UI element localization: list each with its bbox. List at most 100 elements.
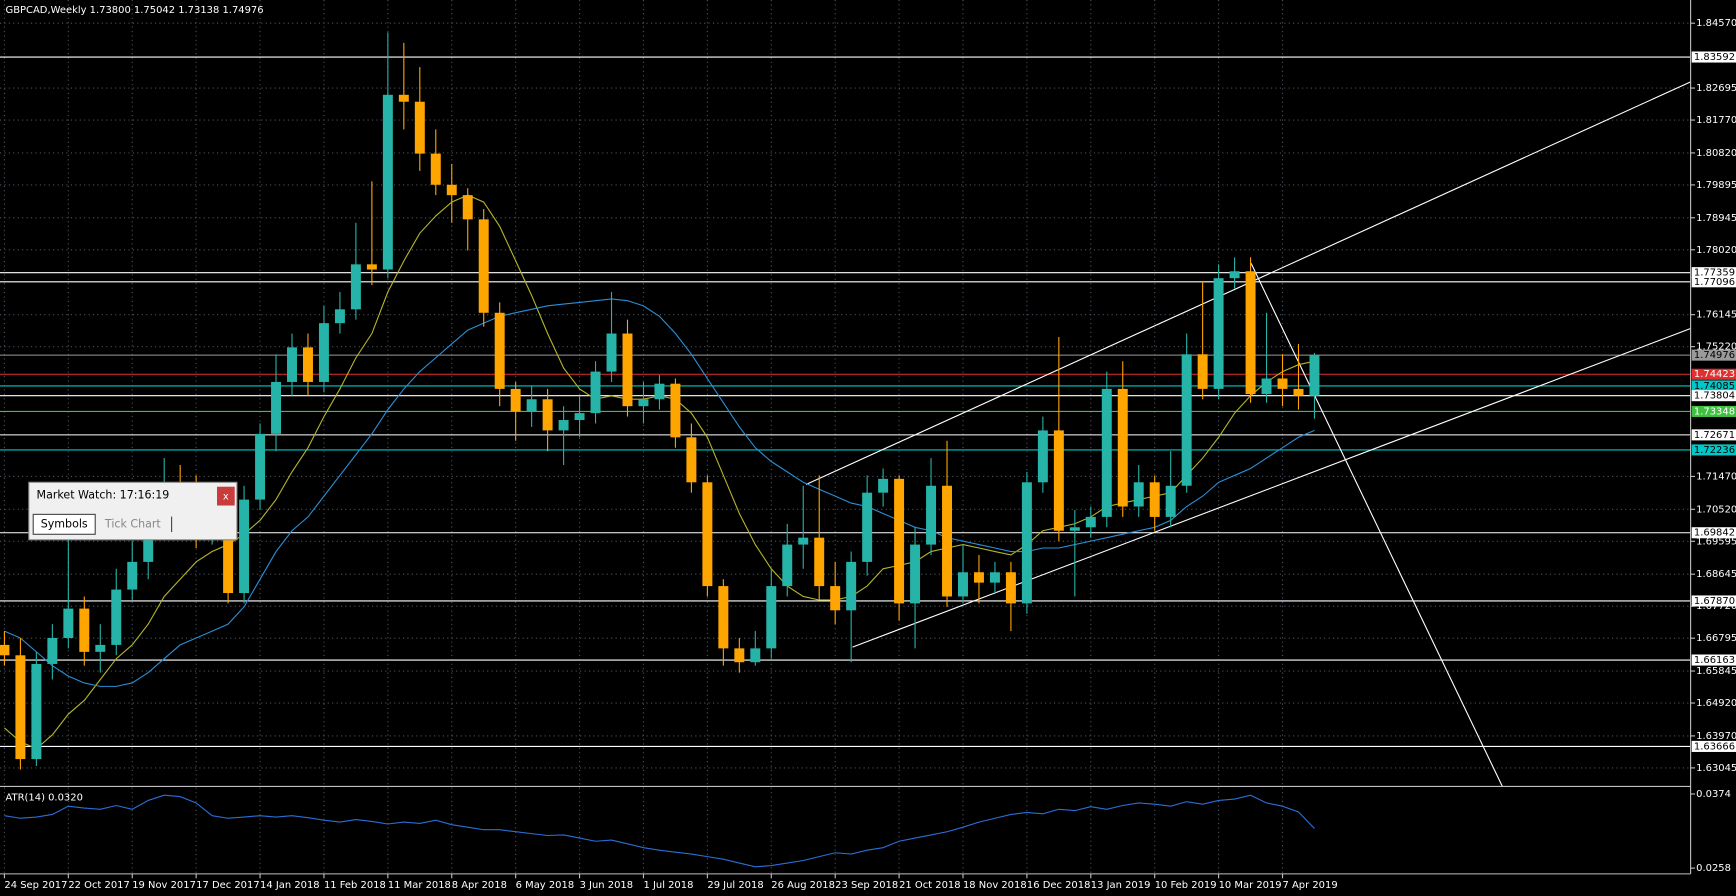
x-tick-label: 11 Feb 2018 <box>324 880 386 891</box>
candle-body <box>574 413 585 421</box>
level-label: 1.74423 <box>1694 369 1735 380</box>
tab-label[interactable]: Symbols <box>41 517 88 530</box>
candle-body <box>558 420 569 431</box>
y-tick-label: 1.63045 <box>1696 763 1736 774</box>
market-watch-title: Market Watch: 17:16:19 <box>37 489 170 502</box>
x-tick-label: 23 Sep 2018 <box>835 880 898 891</box>
y-tick-label: 1.84570 <box>1696 18 1736 29</box>
y-tick-label: 1.75220 <box>1696 342 1736 353</box>
candle-body <box>287 347 297 382</box>
candle-body <box>127 561 138 590</box>
candle-body <box>766 586 777 649</box>
candle-body <box>1245 271 1256 395</box>
x-tick-label: 13 Jan 2019 <box>1091 880 1151 891</box>
candle-body <box>255 433 266 500</box>
candle-body <box>1277 378 1288 389</box>
candle-body <box>1197 354 1208 389</box>
level-label-box <box>1691 380 1736 392</box>
candle-body <box>750 648 761 663</box>
candle-body <box>1213 278 1224 389</box>
indicator-title: ATR(14) 0.0320 <box>6 793 83 804</box>
candle-body <box>942 485 952 597</box>
candle-body <box>1085 516 1096 528</box>
x-tick-label: 11 Mar 2018 <box>388 880 451 891</box>
x-tick-label: 7 Apr 2019 <box>1283 880 1338 891</box>
y-tick-label: 1.66795 <box>1696 633 1736 644</box>
candle-body <box>1261 378 1272 395</box>
candle-body <box>798 537 809 545</box>
level-label-box <box>1691 368 1736 380</box>
y-tick-label: 1.69595 <box>1696 536 1736 547</box>
candle-body <box>814 537 825 587</box>
candle-body <box>654 383 665 400</box>
candle-body <box>350 264 361 310</box>
candle-body <box>989 572 1000 583</box>
candle-body <box>686 437 697 483</box>
level-label: 1.67870 <box>1694 596 1735 607</box>
candle-body <box>318 323 329 382</box>
candle-body <box>143 529 154 562</box>
y-tick-label: 1.76145 <box>1696 310 1736 321</box>
level-label-box <box>1691 527 1736 539</box>
level-label: 1.72671 <box>1694 430 1735 441</box>
candle-body <box>590 371 601 414</box>
x-tick-label: 29 Jul 2018 <box>707 880 763 891</box>
candle-body <box>926 485 937 545</box>
x-tick-label: 16 Dec 2018 <box>1027 880 1091 891</box>
level-label-box <box>1691 429 1736 441</box>
candle-body <box>862 492 873 562</box>
tab-label[interactable]: Tick Chart <box>104 517 162 530</box>
tab-symbols[interactable] <box>32 513 96 535</box>
candle-body <box>1037 430 1048 483</box>
candle-body <box>494 312 505 389</box>
level-label: 1.72236 <box>1694 445 1735 456</box>
grid-layer <box>0 0 1691 874</box>
candle-body <box>462 195 473 220</box>
trendline <box>852 328 1691 648</box>
close-button[interactable] <box>217 486 235 506</box>
x-tick-label: 17 Dec 2017 <box>196 880 260 891</box>
candle-body <box>1005 572 1016 604</box>
close-button-label[interactable]: x <box>223 492 229 503</box>
y-tick-label: 1.64920 <box>1696 698 1736 709</box>
x-tick-label: 3 Jun 2018 <box>580 880 633 891</box>
level-label: 1.69842 <box>1694 528 1735 539</box>
candle-body <box>958 572 968 597</box>
y-tick-label: 1.68645 <box>1696 569 1736 580</box>
x-tick-label: 19 Nov 2017 <box>132 880 196 891</box>
candle-body <box>1181 354 1192 486</box>
y-tick-label: 0.0374 <box>1696 789 1731 800</box>
level-label-box <box>1691 740 1736 752</box>
candle-body <box>478 219 489 313</box>
candle-body <box>1117 388 1128 507</box>
x-tick-label: 8 Apr 2018 <box>452 880 507 891</box>
x-tick-label: 24 Sep 2017 <box>4 880 67 891</box>
candle-body <box>223 530 234 594</box>
axis-layer: 1.84570 1.82695 1.81770 1.80820 1.79895 1.789… <box>3 18 1736 891</box>
level-label: 1.66163 <box>1694 655 1735 666</box>
x-tick-label: 26 Aug 2018 <box>771 880 835 891</box>
y-tick-label: 1.80820 <box>1696 148 1736 159</box>
candle-body <box>271 381 282 434</box>
candle-body <box>846 561 857 611</box>
candle-body <box>734 648 745 663</box>
candle-body <box>79 608 90 652</box>
candle-body <box>510 388 521 412</box>
candle-body <box>910 544 921 604</box>
candle-body <box>526 399 537 412</box>
candle-body <box>334 309 345 324</box>
levels-layer <box>0 56 1691 747</box>
y-tick-label: 1.67720 <box>1696 601 1736 612</box>
candle-body <box>366 264 377 270</box>
y-tick-label: 1.81770 <box>1696 115 1736 126</box>
candle-body <box>782 544 793 587</box>
candle-body <box>702 482 713 587</box>
level-label: 1.73804 <box>1694 391 1735 402</box>
candle-body <box>542 399 553 431</box>
y-tick-label: 1.63970 <box>1696 731 1736 742</box>
candle-body <box>670 383 681 438</box>
candle-body <box>1101 388 1112 517</box>
candle-body <box>15 655 26 760</box>
candle-body <box>1293 388 1304 396</box>
